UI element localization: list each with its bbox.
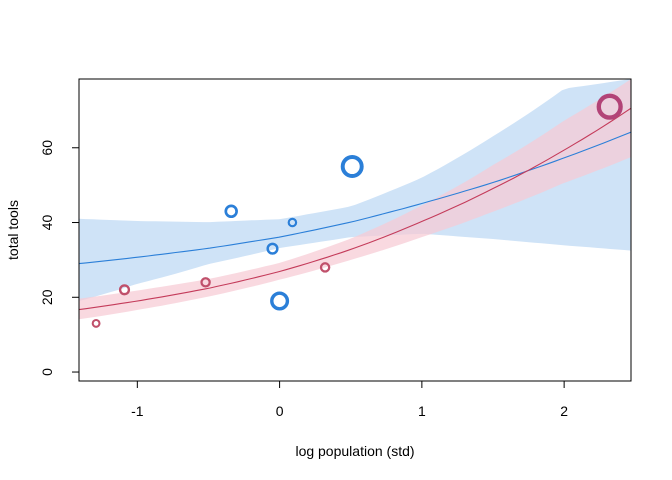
data-points	[91, 93, 623, 328]
y-axis-label: total tools	[5, 200, 21, 260]
y-tick-label: 0	[39, 368, 55, 376]
blue-data-point	[270, 291, 290, 311]
red-mean-line	[79, 107, 631, 311]
blue-data-point	[266, 242, 279, 255]
x-axis-label: log population (std)	[295, 443, 414, 459]
confidence-bands	[79, 79, 631, 320]
blue-data-point	[340, 155, 364, 178]
x-tick-label: -1	[131, 403, 144, 419]
mean-lines	[79, 107, 631, 311]
red-data-point	[91, 318, 101, 328]
y-tick-label: 20	[39, 289, 55, 305]
red-data-point	[118, 284, 131, 296]
y-tick-label: 60	[39, 140, 55, 156]
blue-data-point	[287, 217, 298, 228]
red-data-point	[319, 262, 331, 273]
x-tick-label: 2	[560, 403, 568, 419]
x-tick-label: 1	[418, 403, 426, 419]
red-data-point	[596, 93, 623, 120]
y-tick-label: 40	[39, 215, 55, 231]
blue-data-point	[224, 204, 238, 219]
y-axis: 0 20 40 60	[39, 140, 80, 376]
x-tick-label: 0	[276, 403, 284, 419]
x-axis: -1 0 1 2	[131, 380, 568, 419]
red-confidence-band	[79, 79, 631, 320]
blue-confidence-band	[79, 79, 631, 301]
blue-mean-line	[79, 131, 631, 265]
red-data-point	[200, 277, 211, 288]
